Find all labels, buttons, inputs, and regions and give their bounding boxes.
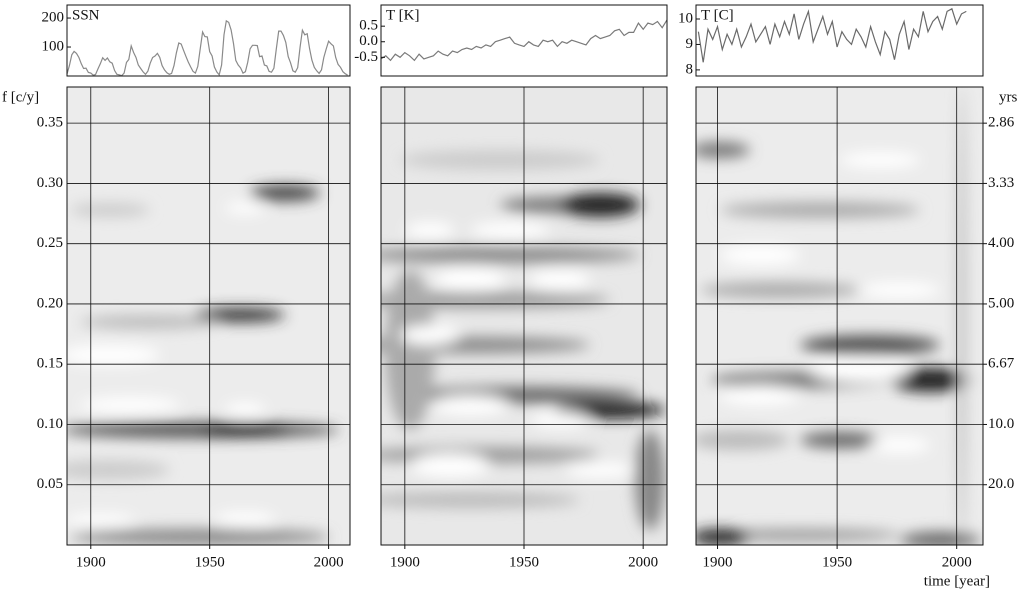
spectral-field	[696, 87, 980, 545]
y2-tick-label: 2.86	[988, 115, 1015, 131]
y-tick-label: 200	[42, 9, 65, 25]
x-tick-label: 1950	[822, 554, 852, 570]
y-tick-label: 0.0	[359, 33, 378, 49]
x-tick-label: 1950	[509, 554, 539, 570]
y-tick-label: 100	[42, 38, 65, 54]
spectral-field	[381, 150, 665, 530]
data-line	[66, 19, 348, 77]
y-tick-label: 0.10	[37, 416, 63, 432]
spectral-field	[67, 185, 340, 545]
x-tick-label: 1900	[76, 554, 106, 570]
y-tick-label: 0.15	[37, 356, 63, 372]
y-tick-label: 0.20	[37, 295, 63, 311]
x-tick-label: 1900	[390, 554, 420, 570]
spectrogram-background	[696, 87, 983, 545]
x-tick-label: 1950	[195, 554, 225, 570]
y-tick-label: 0.35	[37, 115, 63, 131]
panel-frame	[380, 86, 668, 546]
y-tick-label: 0.05	[37, 476, 63, 492]
panel-frame	[380, 4, 668, 77]
panel-frame	[695, 4, 984, 77]
x-tick-label: 2000	[628, 554, 658, 570]
y2-tick-label: 5.00	[988, 295, 1014, 311]
y-tick-label: 9	[686, 36, 694, 52]
panel-frame	[695, 86, 984, 546]
y-tick-label: 0.5	[359, 18, 378, 34]
data-line	[380, 19, 668, 62]
x-axis-label: time [year]	[924, 573, 990, 589]
y2-tick-label: 4.00	[988, 235, 1014, 251]
panel-frame	[66, 86, 351, 546]
panel-label: T [K]	[386, 7, 419, 23]
y-tick-label: 0.30	[37, 175, 63, 191]
y2-tick-label: 3.33	[988, 175, 1014, 191]
y-axis-label: f [c/y]	[2, 89, 39, 105]
y2-tick-label: 6.67	[988, 356, 1015, 372]
x-tick-label: 2000	[942, 554, 972, 570]
x-tick-label: 2000	[314, 554, 344, 570]
y-tick-label: 8	[686, 61, 694, 77]
x-tick-label: 1900	[703, 554, 733, 570]
panel-label: T [C]	[701, 7, 734, 23]
y-tick-label: 10	[678, 10, 693, 26]
data-line	[697, 7, 967, 63]
y-tick-label: 0.25	[37, 235, 63, 251]
y2-tick-label: 10.0	[988, 416, 1014, 432]
y-tick-label: -0.5	[354, 49, 378, 65]
panel-frame	[66, 4, 351, 77]
y2-tick-label: 20.0	[988, 476, 1014, 492]
y2-axis-label: yrs	[999, 89, 1017, 105]
panel-label: SSN	[72, 7, 100, 23]
